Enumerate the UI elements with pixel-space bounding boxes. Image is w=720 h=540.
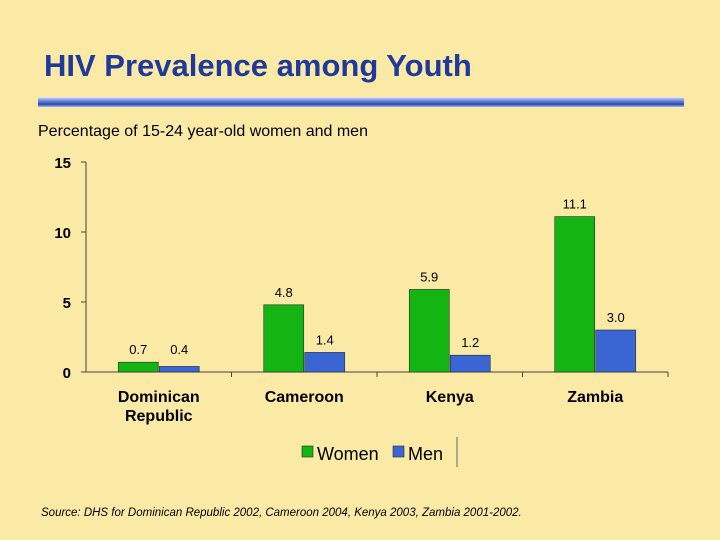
x-tick-label: Cameroon [265,389,344,406]
bar-women [263,304,305,373]
y-tick-label: 5 [63,295,71,312]
bar-men [595,329,637,373]
bar-women [554,216,596,373]
data-label-men: 1.4 [316,332,334,347]
y-tick-label: 15 [54,155,71,172]
bar-women [408,289,450,373]
bar-men [304,352,346,373]
legend-label-men: Men [408,444,443,464]
x-tick-label: Republic [125,408,193,425]
data-label-men: 0.4 [170,342,188,357]
bar-men [449,354,491,373]
bar-men [158,366,200,373]
bar-chart: 0 5 10 15 0.7 0.4 Dominican Republic 4.8 1.4 Camer… [54,155,669,467]
source-note: Source: DHS for Dominican Republic 2002,… [41,507,522,519]
data-label-women: 11.1 [563,197,587,212]
data-label-men: 3.0 [607,310,625,325]
legend-label-women: Women [317,444,379,464]
slide-title: HIV Prevalence among Youth [44,48,472,83]
x-tick-label: Dominican [118,389,200,406]
data-label-men: 1.2 [461,335,479,350]
legend-swatch-women [301,445,314,458]
data-label-women: 5.9 [420,269,438,284]
x-tick-label: Kenya [426,389,474,406]
title-divider [38,97,684,107]
y-tick-label: 10 [54,225,71,242]
chart-subtitle: Percentage of 15-24 year-old women and m… [38,123,368,140]
y-tick-label: 0 [63,365,71,382]
bar-women [117,361,159,373]
data-label-women: 0.7 [129,342,147,357]
x-tick-label: Zambia [567,389,623,406]
legend-swatch-men [392,445,405,458]
data-label-women: 4.8 [275,285,293,300]
